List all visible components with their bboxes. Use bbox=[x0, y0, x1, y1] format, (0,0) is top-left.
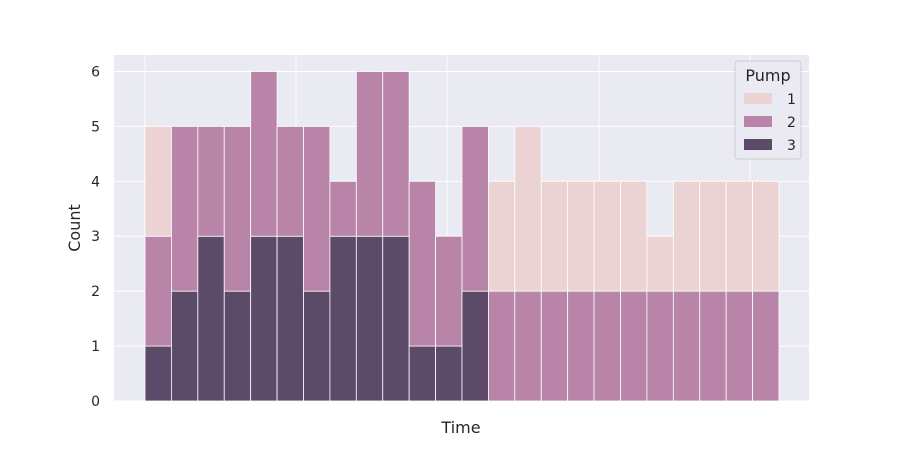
bar-pump-1 bbox=[672, 180, 701, 292]
y-tick-label: 3 bbox=[91, 229, 100, 245]
bar-pump-3 bbox=[250, 235, 278, 402]
bar-pump-1 bbox=[699, 180, 727, 292]
bar-pump-1 bbox=[752, 180, 780, 292]
legend-label-1: 1 bbox=[787, 92, 796, 108]
bar-pump-1 bbox=[514, 125, 542, 292]
bar-pump-2 bbox=[408, 180, 436, 347]
y-axis-label: Count bbox=[65, 204, 84, 252]
y-tick-label: 0 bbox=[91, 394, 100, 410]
bar-pump-1 bbox=[540, 180, 569, 292]
bar-pump-2 bbox=[250, 71, 278, 237]
legend-swatch-1 bbox=[744, 93, 772, 104]
bar-pump-2 bbox=[197, 125, 225, 237]
bar-pump-2 bbox=[355, 71, 384, 237]
legend-frame bbox=[734, 60, 802, 160]
bar-pump-3 bbox=[171, 290, 199, 402]
y-tick-label: 1 bbox=[91, 339, 100, 355]
bar-pump-2 bbox=[171, 125, 199, 292]
bar-pump-2 bbox=[382, 71, 410, 237]
bar-pump-2 bbox=[567, 290, 595, 402]
bar-pump-1 bbox=[620, 180, 648, 292]
bar-pump-3 bbox=[355, 235, 384, 402]
bar-pump-2 bbox=[144, 235, 172, 347]
bar-pump-2 bbox=[303, 125, 331, 292]
bar-pump-3 bbox=[223, 290, 252, 402]
bar-pump-2 bbox=[223, 125, 252, 292]
legend-title: Pump bbox=[745, 66, 790, 85]
bar-pump-3 bbox=[435, 345, 463, 402]
bar-pump-2 bbox=[329, 180, 357, 237]
bar-pump-1 bbox=[488, 180, 516, 292]
legend-items: 1 2 3 bbox=[744, 92, 796, 154]
bar-pump-2 bbox=[646, 290, 674, 402]
bar-pump-3 bbox=[144, 345, 172, 402]
bar-pump-1 bbox=[646, 235, 674, 292]
bar-pump-1 bbox=[567, 180, 595, 292]
y-tick-label: 5 bbox=[91, 119, 100, 135]
bar-pump-3 bbox=[276, 235, 304, 402]
bar-pump-3 bbox=[408, 345, 436, 402]
bar-pump-3 bbox=[329, 235, 357, 402]
bar-pump-2 bbox=[276, 125, 304, 237]
bar-pump-2 bbox=[435, 235, 463, 347]
bar-pump-3 bbox=[382, 235, 410, 402]
bar-pump-2 bbox=[725, 290, 753, 402]
legend-swatch-3 bbox=[744, 139, 772, 150]
bar-pump-1 bbox=[725, 180, 753, 292]
bars bbox=[144, 71, 780, 402]
bar-pump-1 bbox=[593, 180, 621, 292]
legend-label-2: 2 bbox=[787, 115, 796, 131]
legend-swatch-2 bbox=[744, 116, 772, 127]
legend: Pump 1 2 3 bbox=[734, 60, 802, 160]
bar-pump-2 bbox=[620, 290, 648, 402]
bar-pump-3 bbox=[303, 290, 331, 402]
bar-pump-2 bbox=[488, 290, 516, 402]
bar-pump-2 bbox=[461, 125, 489, 292]
bar-pump-2 bbox=[593, 290, 621, 402]
bar-pump-2 bbox=[514, 290, 542, 402]
x-axis-label: Time bbox=[440, 418, 480, 437]
bar-pump-2 bbox=[540, 290, 569, 402]
y-tick-label: 2 bbox=[91, 284, 100, 300]
y-tick-label: 4 bbox=[91, 174, 100, 190]
bar-pump-2 bbox=[672, 290, 701, 402]
bar-pump-3 bbox=[461, 290, 489, 402]
bar-pump-2 bbox=[752, 290, 780, 402]
bar-pump-1 bbox=[144, 125, 172, 237]
legend-label-3: 3 bbox=[787, 138, 796, 154]
y-axis-ticks: 0 1 2 3 4 5 6 bbox=[91, 64, 100, 410]
y-tick-label: 6 bbox=[91, 64, 100, 80]
bar-pump-3 bbox=[197, 235, 225, 402]
bar-pump-2 bbox=[699, 290, 727, 402]
